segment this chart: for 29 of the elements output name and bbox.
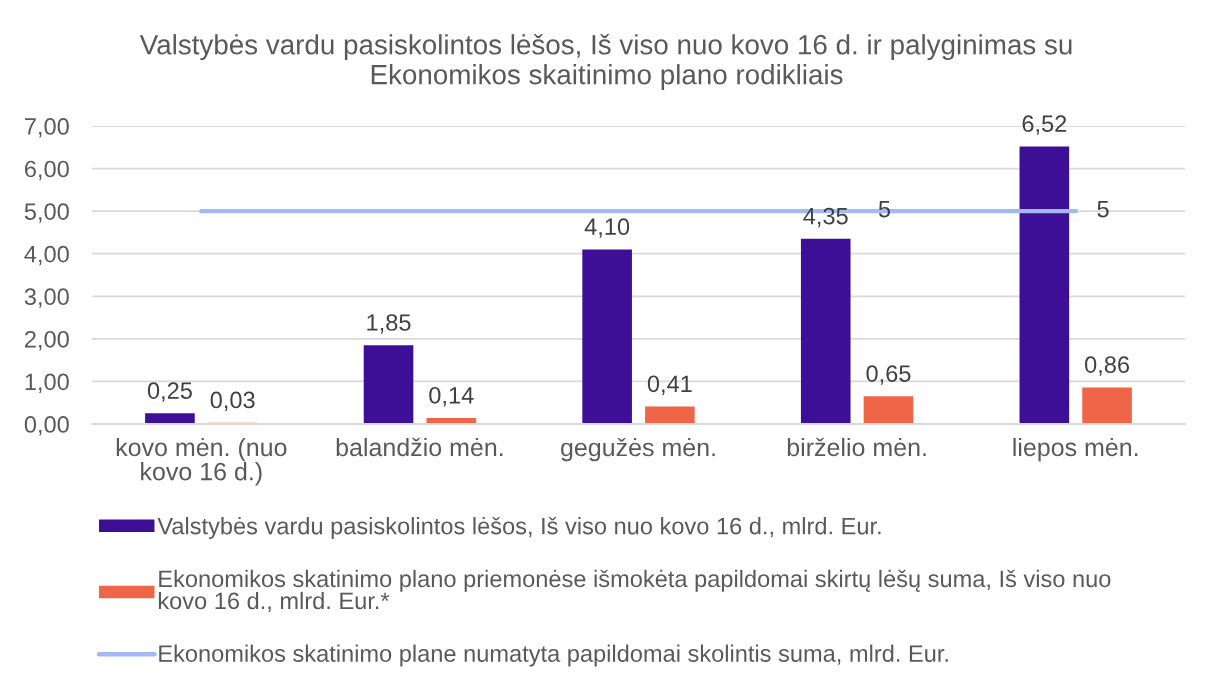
chart-title: Valstybės vardu pasiskolintos lėšos, Iš viso nuo kovo 16 d. ir palyginimas su Ekonomikos skaitinimo plano rodikliais [139, 34, 1072, 90]
data-label: 4,35 [803, 207, 848, 228]
data-label: 0,65 [866, 365, 911, 385]
legend-label: Ekonomikos skatinimo plane numatyta papildomai skolintis suma, mlrd. Eur. [159, 644, 948, 667]
y-tick-label: 0,00 [24, 416, 69, 436]
data-label: 0,03 [210, 391, 255, 412]
y-tick-label: 6,00 [25, 160, 69, 181]
y-tick-label: 1,00 [25, 373, 69, 394]
y-tick-label: 3,00 [24, 288, 69, 308]
data-label: 0,14 [429, 386, 474, 407]
data-label: 0,41 [647, 375, 692, 395]
x-tick-label: gegužės mėn. [561, 437, 715, 462]
x-tick-label: balandžio mėn. [336, 437, 503, 457]
y-tick-label: 7,00 [25, 118, 69, 138]
data-label: 4,10 [584, 218, 630, 238]
x-tick-label: birželio mėn. [787, 437, 926, 457]
data-label: 0,25 [147, 382, 192, 402]
y-tick-label: 2,00 [25, 330, 69, 351]
legend-label: Valstybės vardu pasiskolintos lėšos, Iš viso nuo kovo 16 d., mlrd. Eur. [157, 517, 881, 540]
data-label: 1,85 [367, 314, 411, 334]
y-tick-label: 4,00 [24, 245, 69, 266]
data-label: 0,86 [1085, 356, 1130, 376]
x-tick-label: liepos mėn. [1013, 437, 1138, 462]
y-tick-label: 5,00 [24, 203, 69, 223]
data-label: 5 [878, 201, 891, 218]
data-label: 6,52 [1022, 115, 1067, 135]
data-label: 5 [1097, 201, 1109, 218]
x-tick-label: kovo mėn. (nuo kovo 16 d.) [116, 437, 287, 486]
legend-label: Ekonomikos skatinimo plano priemonėse išmokėta papildomai skirtų lėšų suma, Iš viso nuo kovo 16 d., mlrd. Eur.* [158, 569, 1111, 613]
